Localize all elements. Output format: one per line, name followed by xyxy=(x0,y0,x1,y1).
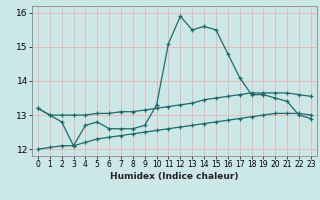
X-axis label: Humidex (Indice chaleur): Humidex (Indice chaleur) xyxy=(110,172,239,181)
